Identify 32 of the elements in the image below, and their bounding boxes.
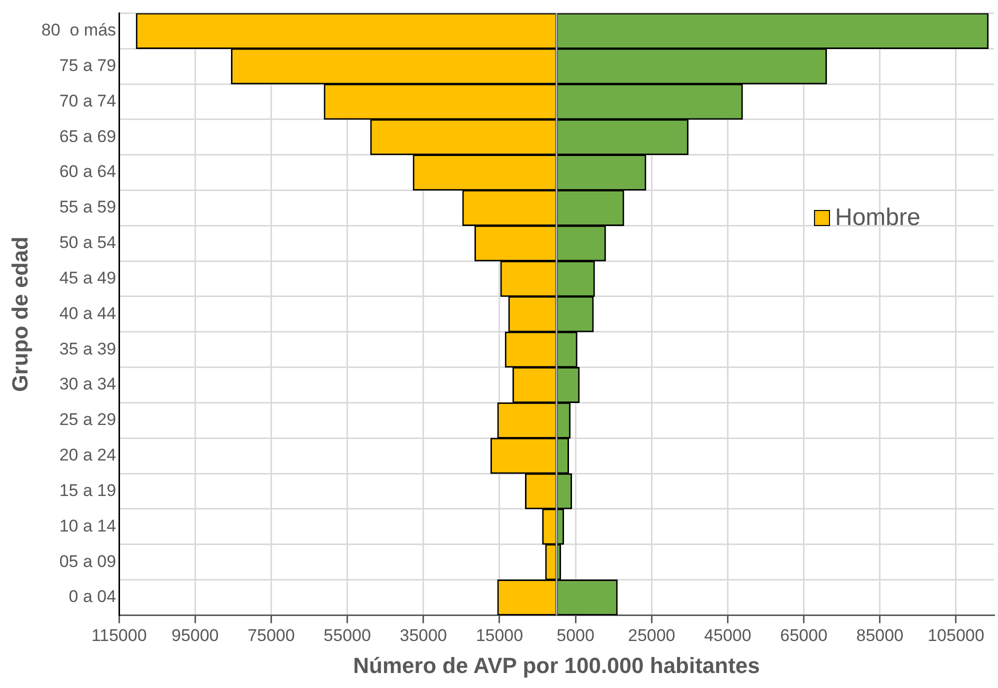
x-tick-label: 75000 bbox=[248, 626, 295, 646]
y-tick-label: 20 a 24 bbox=[59, 446, 116, 465]
y-tick-label: 75 a 79 bbox=[59, 56, 116, 76]
x-tick-label: 85000 bbox=[856, 626, 904, 646]
y-tick-label: 35 a 39 bbox=[59, 339, 116, 358]
y-axis-title: Grupo de edad bbox=[7, 236, 32, 392]
y-tick-label: 05 a 09 bbox=[59, 552, 116, 571]
y-tick-label: 25 a 29 bbox=[59, 410, 116, 430]
x-tick-label: 105000 bbox=[928, 626, 984, 646]
x-tick-label: 5000 bbox=[556, 626, 594, 646]
y-tick-label: 80 o más bbox=[41, 20, 116, 40]
x-tick-label: 15000 bbox=[476, 626, 524, 646]
y-tick-label: 30 a 34 bbox=[59, 374, 116, 394]
x-tick-label: 35000 bbox=[400, 626, 448, 646]
y-tick-label: 10 a 14 bbox=[59, 516, 116, 536]
y-tick-label: 70 a 74 bbox=[59, 91, 116, 110]
x-tick-label: 95000 bbox=[171, 626, 219, 646]
legend-label: Hombre bbox=[835, 204, 920, 232]
x-tick-label: 115000 bbox=[91, 626, 147, 646]
x-axis-title: Número de AVP por 100.000 habitantes bbox=[353, 652, 760, 678]
x-tick-label: 55000 bbox=[324, 626, 371, 646]
y-tick-label: 60 a 64 bbox=[59, 162, 116, 182]
x-tick-label: 25000 bbox=[628, 626, 676, 646]
y-tick-label: 65 a 69 bbox=[59, 126, 116, 146]
x-tick-label: 45000 bbox=[704, 626, 752, 646]
y-tick-label: 50 a 54 bbox=[59, 233, 116, 252]
y-tick-label: 55 a 59 bbox=[59, 198, 116, 217]
y-tick-label: 45 a 49 bbox=[59, 268, 116, 288]
x-tick-label: 65000 bbox=[780, 626, 828, 646]
y-tick-label: 0 a 04 bbox=[68, 587, 116, 606]
y-tick-label: 15 a 19 bbox=[59, 480, 116, 500]
y-tick-label: 40 a 44 bbox=[59, 304, 116, 323]
